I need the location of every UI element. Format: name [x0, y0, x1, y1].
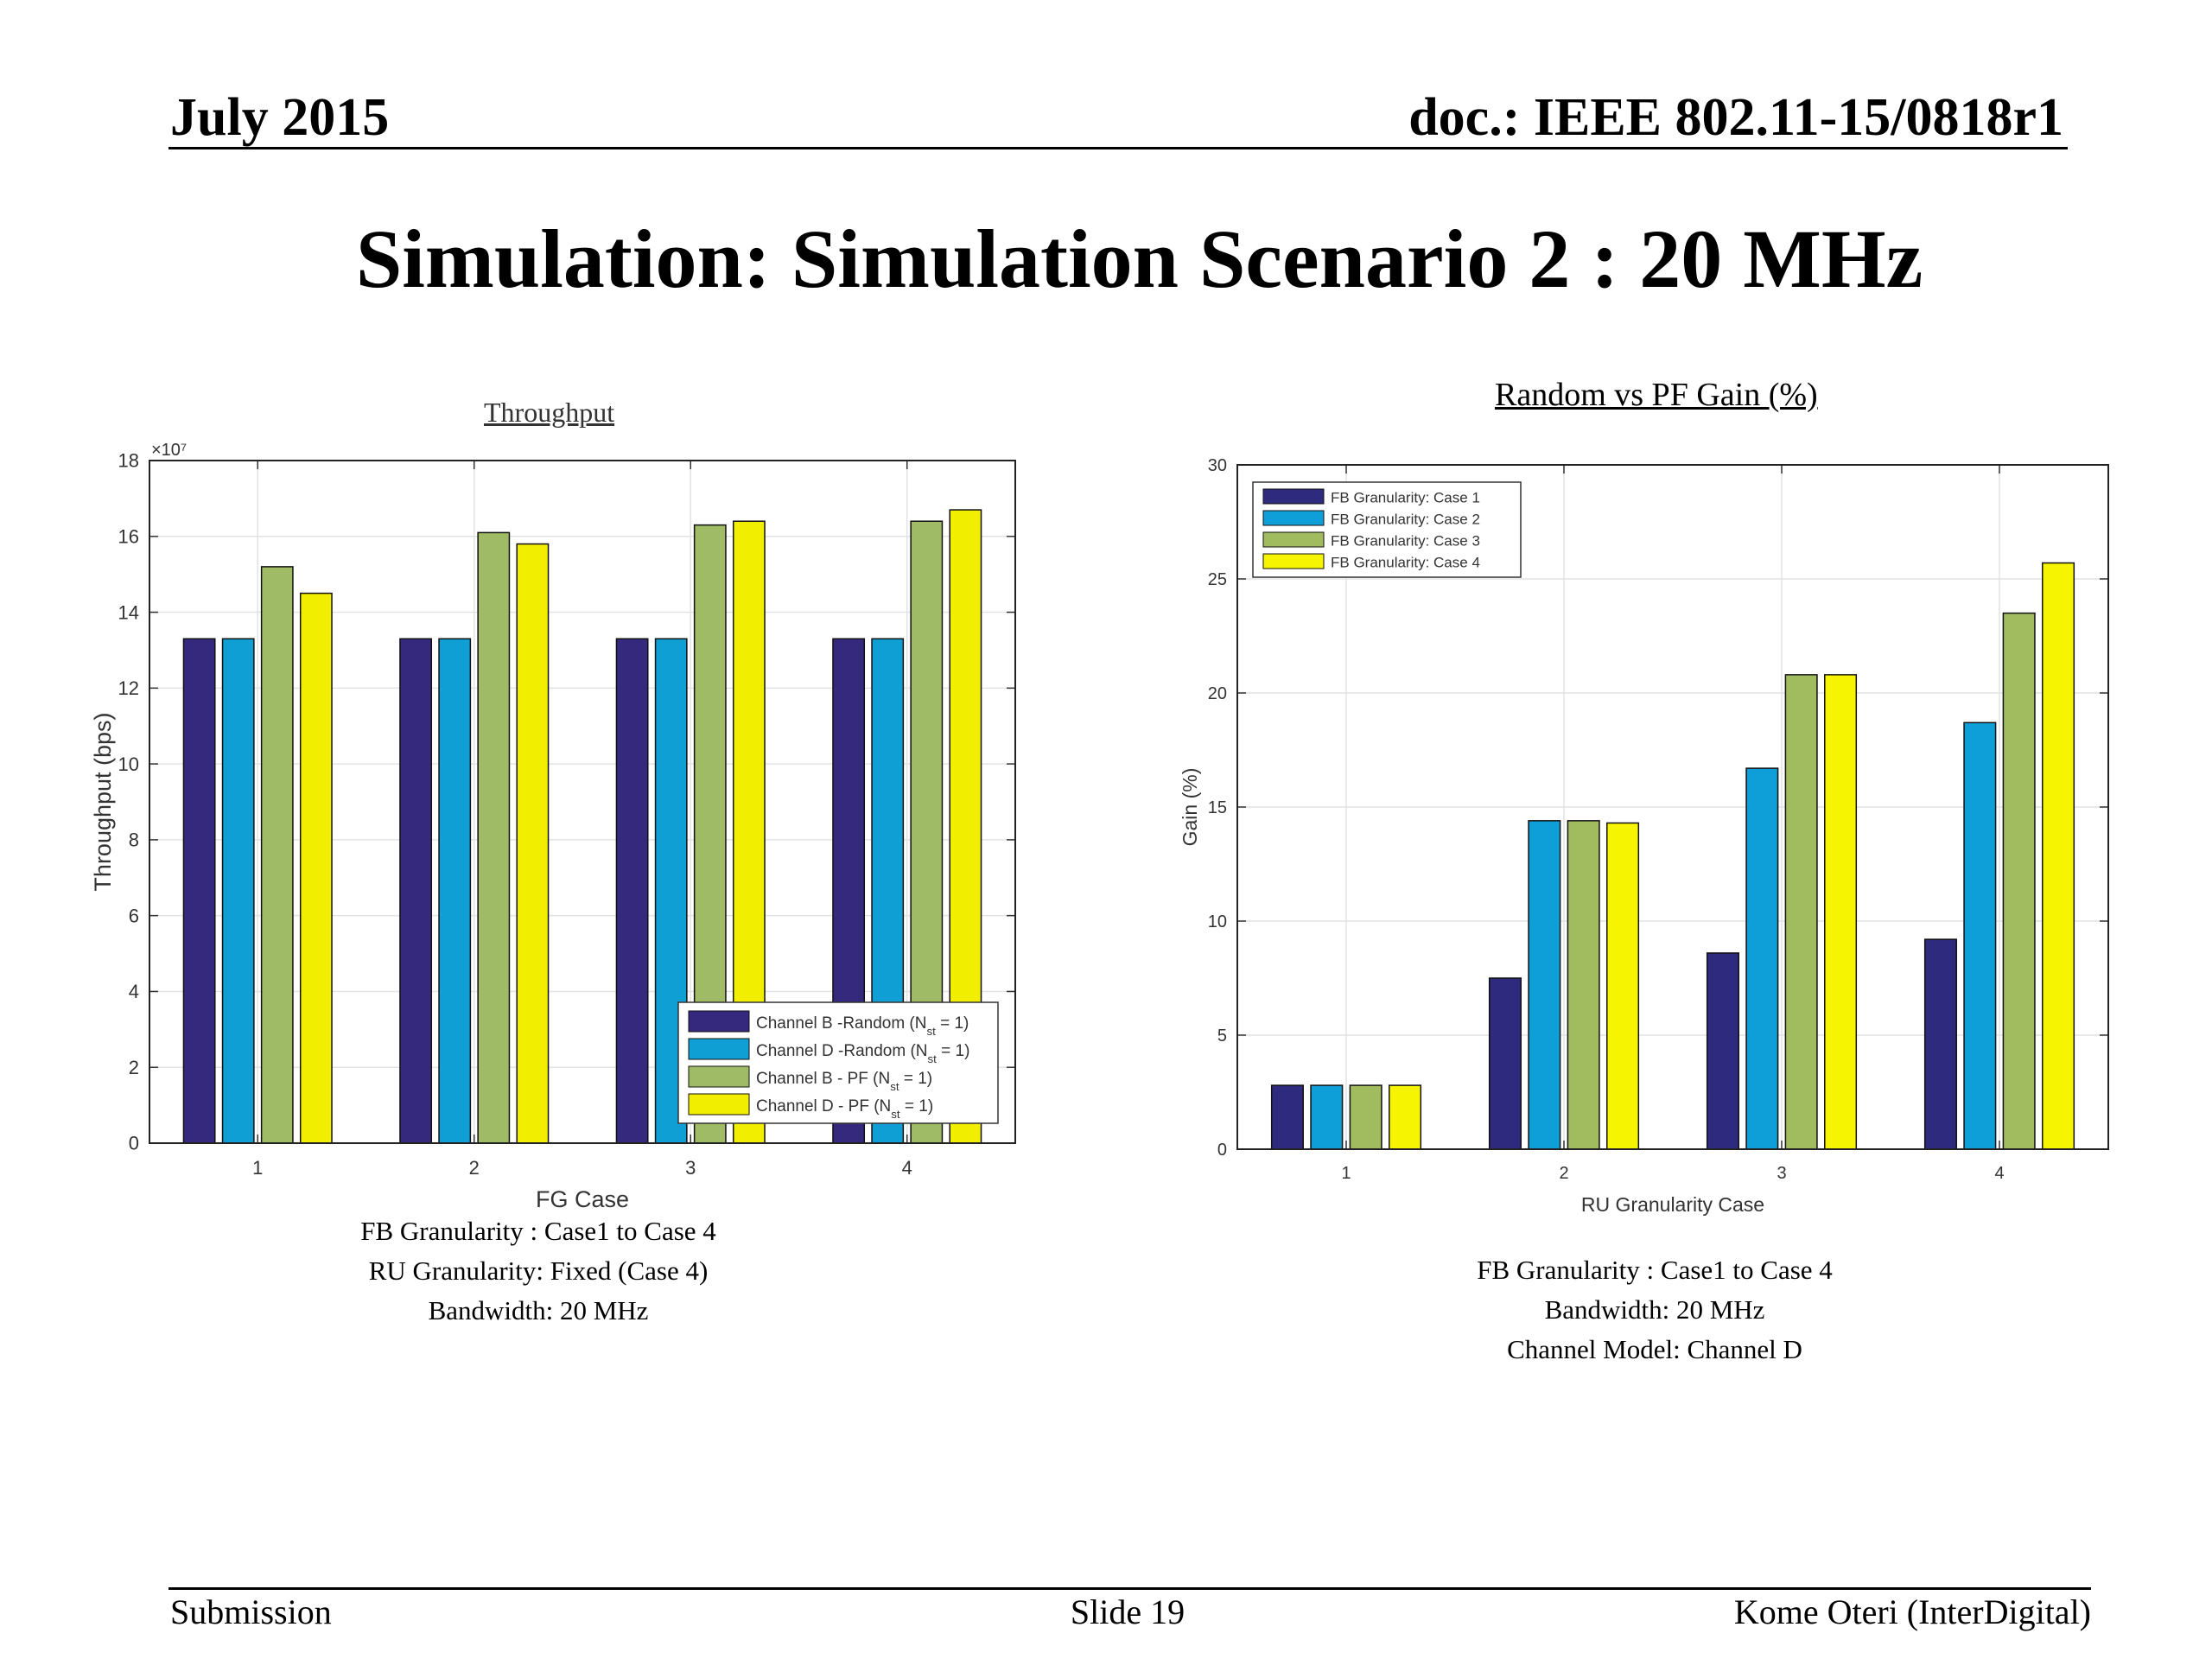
y-tick-label: 6: [129, 905, 139, 926]
bar: [182, 638, 216, 1144]
header-doc-id: doc.: IEEE 802.11-15/0818r1: [1408, 88, 2063, 147]
y-tick-label: 4: [129, 981, 139, 1002]
legend-label: FB Granularity: Case 4: [1331, 555, 1480, 571]
caption-line: Bandwidth: 20 MHz: [428, 1295, 649, 1325]
y-tick-label: 10: [1208, 912, 1227, 931]
x-tick-label: 2: [469, 1157, 480, 1179]
bar: [1963, 721, 1997, 1150]
legend-swatch: [1262, 510, 1325, 526]
bar: [2042, 562, 2075, 1150]
legend-label: FB Granularity: Case 3: [1331, 533, 1480, 550]
caption-line: Channel Model: Channel D: [1507, 1334, 1802, 1364]
bar: [477, 531, 511, 1144]
caption-line: RU Granularity: Fixed (Case 4): [368, 1255, 709, 1286]
legend-label: FB Granularity: Case 1: [1331, 490, 1480, 506]
bar: [1606, 822, 1640, 1150]
caption-line: FB Granularity : Case1 to Case 4: [1477, 1255, 1833, 1285]
y-tick-label: 18: [118, 450, 139, 472]
plot-frame: [149, 460, 1016, 1144]
slide-title: Simulation: Simulation Scenario 2 : 20 M…: [355, 213, 1923, 305]
bar: [1923, 938, 1957, 1150]
bar: [1349, 1084, 1382, 1150]
x-axis-label: RU Granularity Case: [1581, 1193, 1764, 1216]
footer-rule: [168, 1587, 2091, 1590]
x-tick-label: 2: [1559, 1164, 1568, 1183]
legend-swatch: [1262, 488, 1325, 505]
x-tick-label: 4: [902, 1157, 912, 1179]
throughput-caption: FB Granularity : Case1 to Case 4 RU Gran…: [236, 1216, 841, 1335]
bar: [1567, 820, 1600, 1150]
x-tick-label: 4: [1994, 1164, 2004, 1183]
bar: [1389, 1084, 1422, 1150]
bar: [1824, 674, 1858, 1150]
legend-swatch: [1262, 553, 1325, 569]
bar: [1745, 767, 1779, 1150]
footer-author: Kome Oteri (InterDigital): [1733, 1592, 2091, 1631]
header-rule: [168, 147, 2068, 149]
throughput-chart-title: Throughput: [484, 397, 615, 428]
x-tick-label: 1: [252, 1157, 263, 1179]
y-tick-label: 2: [129, 1057, 139, 1078]
legend-swatch: [688, 1065, 750, 1088]
legend-swatch: [688, 1010, 750, 1033]
y-axis-label: Throughput (bps): [90, 712, 116, 891]
x-tick-label: 3: [1777, 1164, 1786, 1183]
y-tick-label: 0: [1217, 1141, 1227, 1160]
y-tick-label: 16: [118, 525, 139, 547]
y-tick-label: 0: [129, 1133, 139, 1154]
x-tick-label: 1: [1341, 1164, 1351, 1183]
legend-swatch: [1262, 531, 1325, 548]
y-tick-label: 8: [129, 830, 139, 851]
gain-chart-title: Random vs PF Gain (%): [1495, 377, 1818, 413]
gain-caption: FB Granularity : Case1 to Case 4 Bandwid…: [1352, 1255, 1957, 1374]
bar: [1488, 977, 1522, 1150]
y-tick-label: 14: [118, 601, 139, 623]
y-multiplier-label: ×10⁷: [151, 441, 187, 460]
bar: [399, 638, 433, 1144]
y-tick-label: 30: [1208, 456, 1227, 475]
plot-frame: [1236, 464, 2109, 1150]
bar: [1310, 1084, 1344, 1150]
bar: [438, 638, 472, 1144]
legend-swatch: [688, 1038, 750, 1060]
bar: [1784, 674, 1818, 1150]
gain-chart: 0 5 10 15 20 25 30 1 2 3 4 RU Granularity Case Gain …: [1179, 456, 2109, 1216]
bar: [2002, 612, 2036, 1150]
y-tick-label: 5: [1217, 1027, 1227, 1046]
bar: [1528, 820, 1561, 1150]
footer-slide-number: Slide 19: [1070, 1592, 1185, 1631]
y-axis-label: Gain (%): [1179, 768, 1201, 847]
y-tick-label: 20: [1208, 684, 1227, 703]
caption-line: FB Granularity : Case1 to Case 4: [360, 1216, 716, 1246]
y-tick-label: 15: [1208, 798, 1227, 817]
y-tick-label: 12: [118, 677, 139, 699]
caption-line: Bandwidth: 20 MHz: [1544, 1294, 1765, 1325]
legend-swatch: [688, 1093, 750, 1116]
bar: [516, 543, 550, 1144]
bar: [1270, 1084, 1304, 1150]
x-tick-label: 3: [685, 1157, 696, 1179]
footer-submission: Submission: [170, 1592, 332, 1631]
y-tick-label: 25: [1208, 570, 1227, 589]
bar: [1706, 952, 1739, 1150]
legend-label: FB Granularity: Case 2: [1331, 512, 1480, 528]
x-axis-label: FG Case: [536, 1186, 629, 1212]
bar: [299, 592, 333, 1144]
header-date: July 2015: [170, 88, 390, 147]
y-tick-label: 10: [118, 753, 139, 775]
